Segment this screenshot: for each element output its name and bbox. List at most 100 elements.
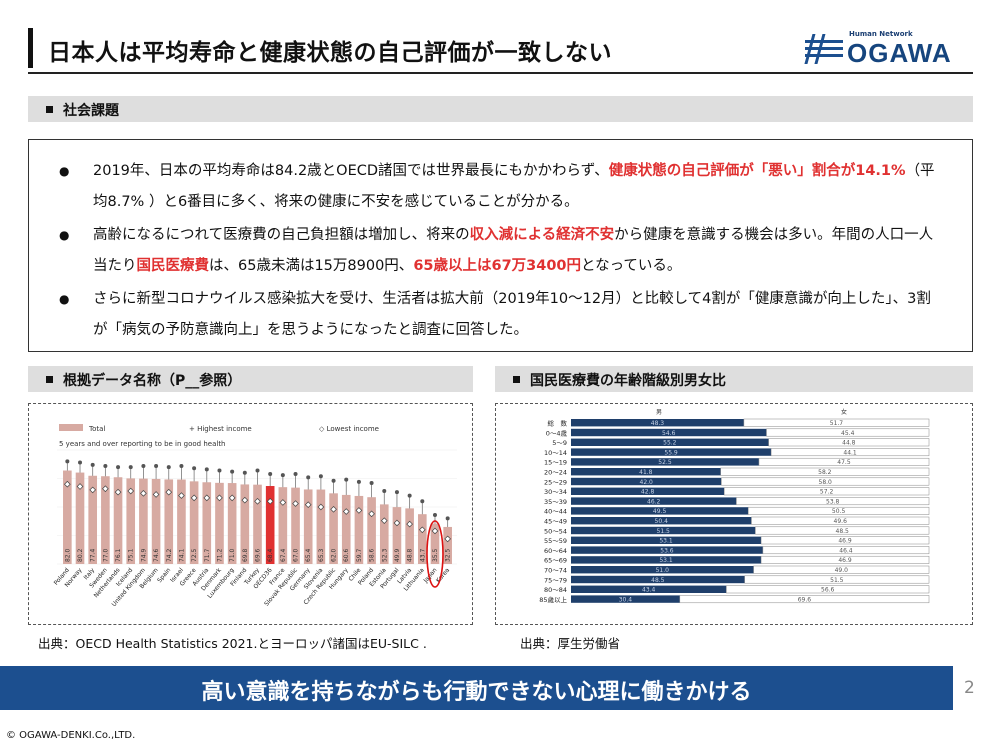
legend-swatch-total [59, 424, 83, 431]
medical-cost-chart: 男 女総 数 48.3 51.7 0～4歳 54.6 45.4 5～9 55.2 44.8 10～1… [539, 408, 930, 604]
data-label: 32.5 [445, 548, 452, 562]
male-bar [571, 458, 759, 466]
bar [202, 482, 212, 564]
highest-marker [356, 479, 361, 484]
lowest-marker [254, 497, 261, 505]
square-bullet-icon [46, 376, 53, 383]
data-label: 59.7 [356, 548, 363, 562]
legend-label-total: Total [88, 425, 105, 433]
age-label: 35～39 [544, 498, 567, 506]
highest-marker [331, 478, 336, 483]
data-label: 74.6 [153, 548, 160, 562]
lowest-marker [292, 500, 299, 507]
lowest-marker [266, 497, 274, 505]
bullet-text: 高齢になるにつれて医療費の自己負担額は増加し、将来の [93, 227, 470, 243]
bar [215, 482, 224, 564]
lowest-marker [178, 492, 185, 499]
male-value: 30.4 [619, 596, 633, 603]
age-label: 70～74 [544, 567, 567, 575]
female-bar [736, 497, 930, 506]
bar [139, 478, 148, 564]
male-value: 51.0 [656, 567, 670, 574]
highest-marker [103, 463, 108, 468]
male-value: 42.0 [640, 479, 654, 486]
data-label: 69.8 [242, 548, 249, 562]
male-value: 54.6 [662, 430, 676, 437]
logo-mark-icon [804, 34, 843, 64]
lowest-marker [89, 486, 97, 494]
bar [417, 514, 427, 564]
bullet-dot-icon: ● [59, 164, 70, 178]
bar [113, 477, 123, 564]
age-label: 10～14 [544, 449, 567, 457]
male-value: 53.1 [659, 557, 673, 564]
highest-marker [154, 463, 159, 468]
highest-marker [128, 465, 133, 470]
female-bar [723, 487, 930, 496]
male-value: 52.5 [658, 459, 672, 466]
age-label: 40～44 [544, 508, 567, 516]
highlight-text: 健康状態の自己評価が「悪い」割合が14.1% [608, 163, 906, 179]
bar [367, 497, 376, 564]
section-heading-evidence: 根拠データ名称（P__参照） [28, 366, 473, 392]
page-title: 日本人は平均寿命と健康状態の自己評価が一致しない [48, 40, 612, 66]
male-value: 55.9 [664, 449, 678, 456]
bar [392, 507, 402, 564]
bar [177, 479, 186, 564]
logo-wordmark: OGAWA [847, 38, 952, 68]
male-value: 41.8 [639, 469, 653, 476]
female-value: 49.6 [834, 518, 848, 525]
age-label: 5～9 [552, 439, 567, 447]
bar [75, 472, 85, 564]
age-label: 80～84 [544, 586, 567, 594]
highest-marker [90, 462, 95, 467]
highest-marker [268, 471, 273, 476]
data-label: 48.8 [407, 548, 414, 562]
lowest-marker [380, 517, 388, 525]
female-value: 48.5 [836, 528, 850, 535]
female-bar [747, 506, 930, 515]
female-value: 47.5 [837, 459, 851, 466]
male-bar [571, 556, 762, 564]
page-number: 2 [964, 678, 975, 698]
male-bar [571, 575, 745, 584]
issues-box: ● 2019年、日本の平均寿命は84.2歳とOECD諸国では世界最長にもかかわらず… [28, 139, 973, 352]
lowest-marker [330, 505, 337, 513]
age-label: 25～29 [544, 478, 567, 486]
highest-marker [65, 459, 70, 464]
female-bar [760, 536, 930, 545]
highest-marker [204, 467, 209, 472]
bar [227, 483, 237, 564]
data-label: 76.1 [115, 548, 122, 562]
lowest-marker [418, 526, 426, 534]
female-bar [768, 438, 930, 447]
male-value: 53.6 [660, 547, 674, 554]
lowest-marker [203, 494, 211, 502]
lowest-marker [216, 494, 223, 502]
male-bar [571, 566, 754, 574]
highest-marker [166, 465, 171, 470]
bar [278, 487, 288, 564]
bar [240, 484, 250, 564]
highest-marker [318, 474, 323, 479]
highest-marker [116, 465, 121, 470]
oecd-health-chart-box: Total + Highest income ◇ Lowest income 5 ye… [28, 403, 473, 625]
copyright: © OGAWA-DENKI.Co.,LTD. [6, 730, 136, 741]
section-heading-social-issues: 社会課題 [28, 96, 973, 122]
highest-marker [394, 490, 399, 495]
female-value: 56.6 [821, 587, 835, 594]
bar [443, 526, 452, 564]
medical-cost-chart-box: 男 女総 数 48.3 51.7 0～4歳 54.6 45.4 5～9 55.2 44.8 10～1… [495, 403, 973, 625]
bar [379, 504, 389, 564]
male-value: 43.4 [642, 587, 656, 594]
logo-tagline: Human Network [849, 30, 913, 38]
highest-marker [192, 466, 197, 471]
square-bullet-icon [513, 376, 520, 383]
data-label: 82.0 [64, 548, 71, 562]
data-label: 49.9 [394, 548, 401, 562]
lowest-marker [76, 483, 84, 490]
male-value: 48.5 [651, 577, 665, 584]
bullet-text: となっている。 [581, 258, 682, 274]
data-label: 60.6 [343, 548, 350, 562]
lowest-marker [165, 488, 173, 496]
